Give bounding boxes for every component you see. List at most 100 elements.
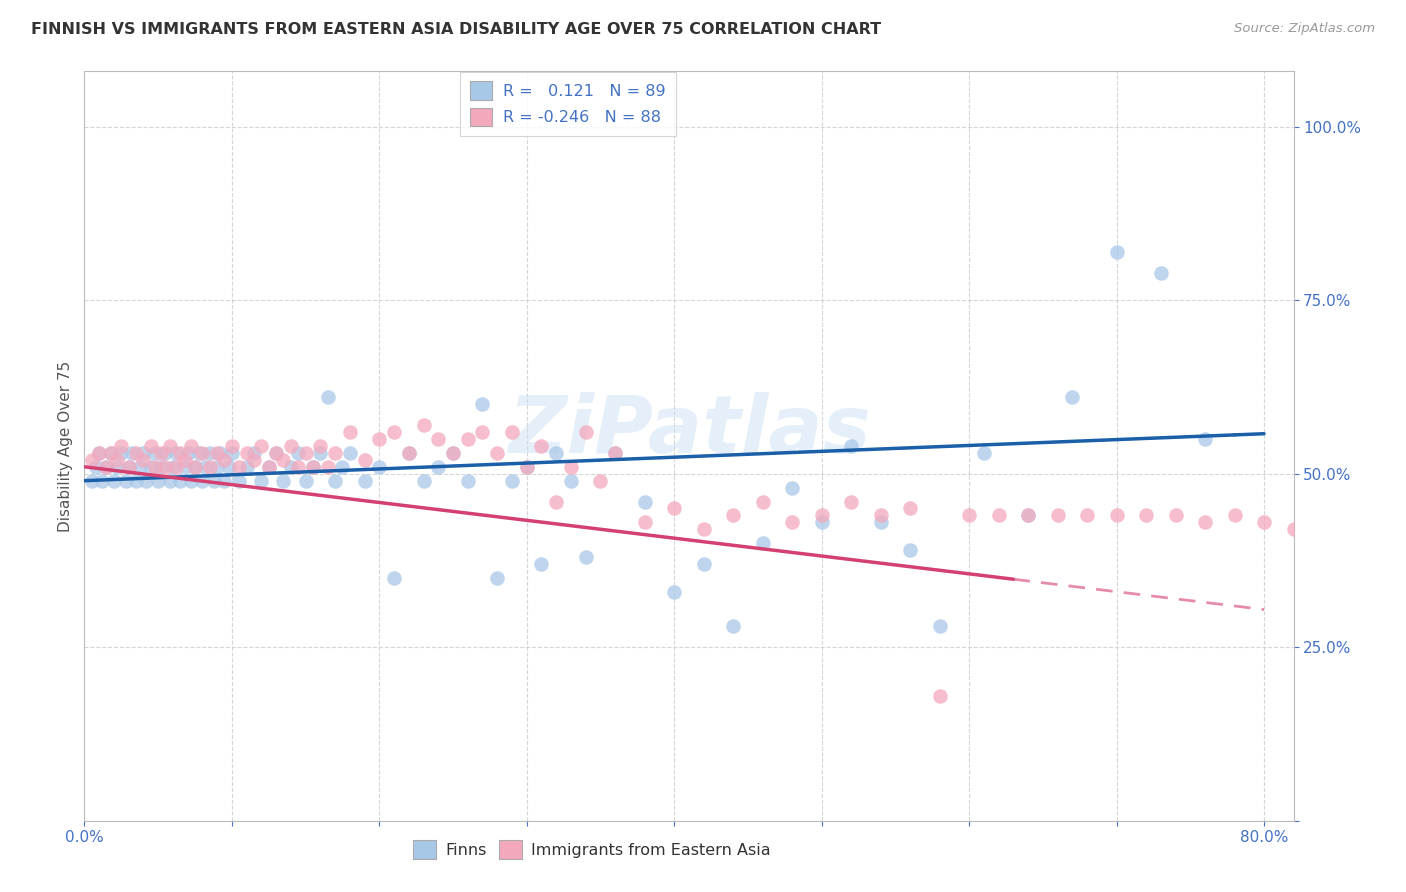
Point (1105, 508, 1128, 523)
Point (294, 446, 316, 460)
Point (146, 474, 169, 488)
Point (125, 446, 148, 460)
Point (173, 459, 195, 474)
Point (987, 508, 1010, 523)
Point (810, 508, 832, 523)
Point (221, 439, 243, 453)
Point (780, 516, 803, 530)
Point (339, 446, 361, 460)
Point (634, 516, 657, 530)
Text: ZiPatlas: ZiPatlas (508, 392, 870, 470)
Point (1400, 543, 1406, 558)
Point (191, 474, 214, 488)
Point (302, 459, 325, 474)
Point (250, 439, 273, 453)
Point (928, 619, 950, 633)
Point (560, 474, 582, 488)
Point (486, 446, 509, 460)
Point (692, 557, 714, 571)
Point (84, 459, 107, 474)
Point (780, 481, 803, 495)
Point (589, 474, 612, 488)
Point (103, 474, 125, 488)
Point (1282, 522, 1305, 536)
Point (560, 459, 582, 474)
Point (143, 459, 166, 474)
Point (243, 446, 266, 460)
Point (412, 474, 434, 488)
Point (339, 425, 361, 439)
Point (516, 459, 538, 474)
Point (323, 446, 346, 460)
Point (250, 474, 273, 488)
Point (1341, 529, 1364, 543)
Point (110, 439, 132, 453)
Point (243, 453, 266, 467)
Point (214, 474, 236, 488)
Point (159, 439, 181, 453)
Point (869, 508, 891, 523)
Point (457, 474, 479, 488)
Point (316, 391, 339, 405)
Point (664, 584, 686, 599)
Point (159, 474, 181, 488)
Point (117, 459, 139, 474)
Point (575, 549, 598, 564)
Point (180, 474, 202, 488)
Point (332, 459, 354, 474)
Point (184, 459, 207, 474)
Point (121, 446, 143, 460)
Point (664, 501, 686, 516)
Point (751, 494, 773, 508)
Point (839, 494, 862, 508)
Point (173, 453, 195, 467)
Point (692, 522, 714, 536)
Point (471, 425, 494, 439)
Point (155, 446, 177, 460)
Point (214, 453, 236, 467)
Point (316, 459, 339, 474)
Point (957, 508, 980, 523)
Point (280, 459, 302, 474)
Point (184, 459, 207, 474)
Point (309, 439, 332, 453)
Point (546, 446, 568, 460)
Point (1194, 516, 1216, 530)
Point (96, 459, 118, 474)
Point (191, 446, 214, 460)
Point (194, 459, 217, 474)
Point (751, 536, 773, 550)
Point (1194, 432, 1216, 446)
Point (1105, 244, 1128, 259)
Point (135, 474, 157, 488)
Point (1312, 522, 1334, 536)
Point (810, 516, 832, 530)
Point (302, 459, 325, 474)
Point (382, 571, 405, 585)
Point (169, 474, 191, 488)
Point (1253, 516, 1275, 530)
Point (353, 474, 375, 488)
Point (398, 446, 420, 460)
Point (205, 446, 228, 460)
Point (165, 446, 187, 460)
Point (100, 446, 122, 460)
Legend: Finns, Immigrants from Eastern Asia: Finns, Immigrants from Eastern Asia (406, 834, 778, 865)
Point (427, 459, 450, 474)
Point (125, 474, 148, 488)
Point (530, 557, 553, 571)
Point (973, 446, 995, 460)
Point (605, 446, 627, 460)
Point (441, 446, 464, 460)
Point (180, 439, 202, 453)
Point (87, 446, 110, 460)
Point (1062, 391, 1084, 405)
Point (1223, 508, 1246, 523)
Point (132, 453, 155, 467)
Point (139, 439, 162, 453)
Point (150, 446, 173, 460)
Point (575, 425, 598, 439)
Point (150, 459, 173, 474)
Point (208, 446, 231, 460)
Point (228, 459, 250, 474)
